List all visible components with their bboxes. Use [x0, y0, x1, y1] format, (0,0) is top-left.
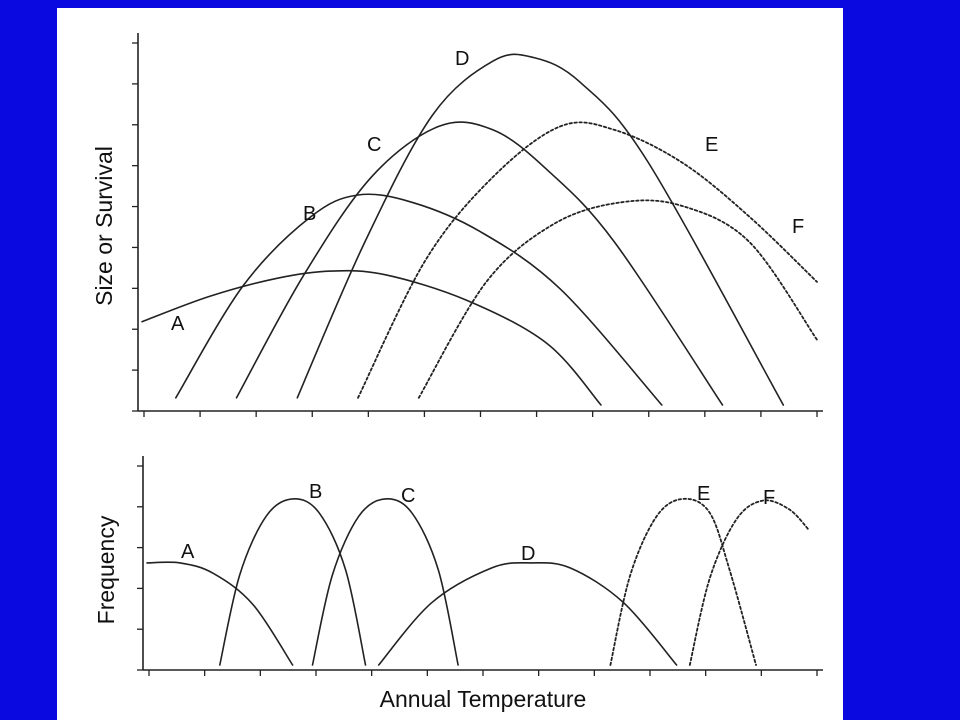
curve-label-d: D	[455, 48, 469, 70]
curve-b	[219, 498, 367, 666]
curve-f	[688, 499, 810, 666]
x-axis-label: Annual Temperature	[380, 686, 587, 712]
curve-label-b: B	[303, 203, 316, 225]
curve-f	[417, 199, 818, 399]
bottom-y-axis-label: Frequency	[93, 515, 119, 624]
curve-label-e: E	[697, 483, 710, 505]
curve-e	[609, 497, 757, 666]
curve-label-d: D	[521, 543, 535, 565]
curve-e	[357, 121, 818, 399]
curve-label-a: A	[181, 541, 195, 563]
figure-panel: A B C D E F A B C D E F Size or Survival Frequency…	[57, 8, 843, 720]
curve-label-c: C	[367, 134, 381, 156]
curve-label-a: A	[171, 313, 185, 335]
curve-label-f: F	[763, 487, 775, 509]
curve-label-b: B	[309, 481, 322, 503]
curve-b	[175, 193, 663, 406]
curve-d	[296, 53, 785, 406]
figure-svg: A B C D E F A B C D E F Size or Survival Frequency…	[91, 33, 823, 712]
curve-d	[377, 561, 678, 666]
curve-a	[146, 561, 294, 666]
chart-size-or-survival: A B C D E F	[132, 33, 823, 417]
curve-a	[141, 269, 602, 406]
curve-c	[311, 498, 459, 666]
curve-c	[235, 121, 724, 406]
chart-frequency: A B C D E F	[137, 456, 823, 676]
curve-label-f: F	[792, 216, 804, 238]
curve-label-e: E	[705, 134, 718, 156]
curve-label-c: C	[401, 485, 415, 507]
top-y-axis-label: Size or Survival	[91, 146, 117, 306]
